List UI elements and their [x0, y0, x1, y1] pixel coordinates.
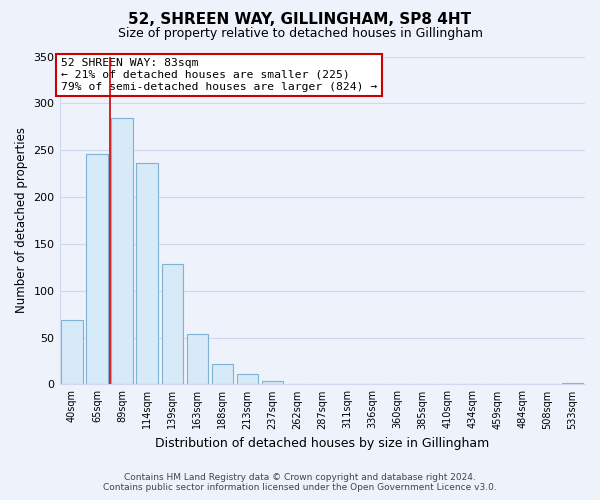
- Text: Size of property relative to detached houses in Gillingham: Size of property relative to detached ho…: [118, 28, 482, 40]
- Bar: [136, 164, 158, 384]
- Bar: [86, 154, 108, 384]
- Bar: [61, 320, 83, 384]
- Bar: [236, 374, 258, 384]
- Text: 52 SHREEN WAY: 83sqm
← 21% of detached houses are smaller (225)
79% of semi-deta: 52 SHREEN WAY: 83sqm ← 21% of detached h…: [61, 58, 377, 92]
- Bar: [562, 382, 583, 384]
- X-axis label: Distribution of detached houses by size in Gillingham: Distribution of detached houses by size …: [155, 437, 490, 450]
- Text: 52, SHREEN WAY, GILLINGHAM, SP8 4HT: 52, SHREEN WAY, GILLINGHAM, SP8 4HT: [128, 12, 472, 28]
- Bar: [212, 364, 233, 384]
- Bar: [262, 380, 283, 384]
- Bar: [112, 118, 133, 384]
- Text: Contains HM Land Registry data © Crown copyright and database right 2024.
Contai: Contains HM Land Registry data © Crown c…: [103, 473, 497, 492]
- Y-axis label: Number of detached properties: Number of detached properties: [15, 128, 28, 314]
- Bar: [187, 334, 208, 384]
- Bar: [161, 264, 183, 384]
